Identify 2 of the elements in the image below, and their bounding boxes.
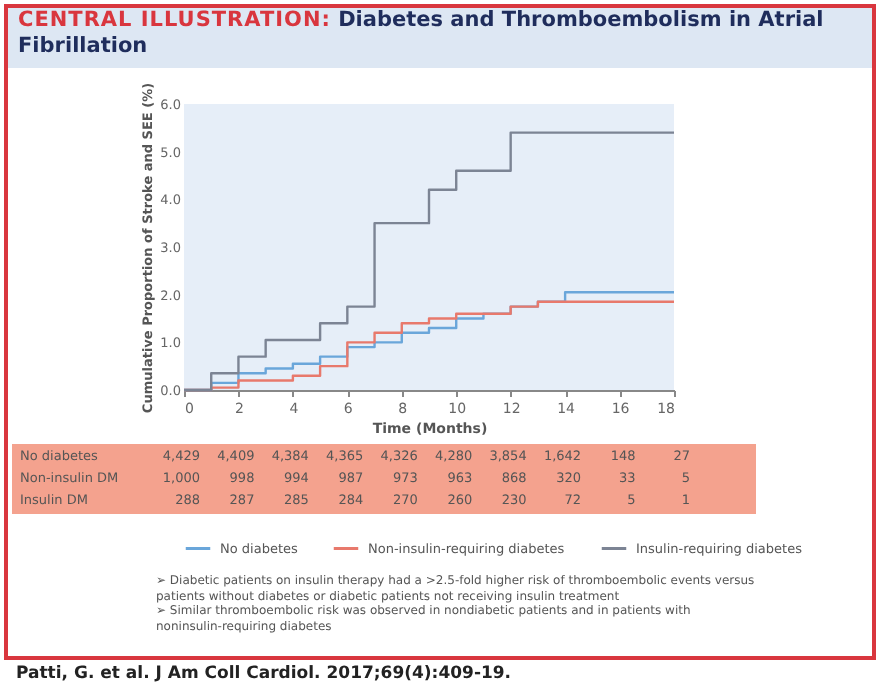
text: Patti, G. et al. J Am Coll Cardiol. 2017;69(4):409-19. — [16, 664, 512, 684]
chart-title: CENTRAL ILLUSTRATION: Diabetes and Thromboembolism in Atrial Fibrillation — [18, 8, 824, 58]
